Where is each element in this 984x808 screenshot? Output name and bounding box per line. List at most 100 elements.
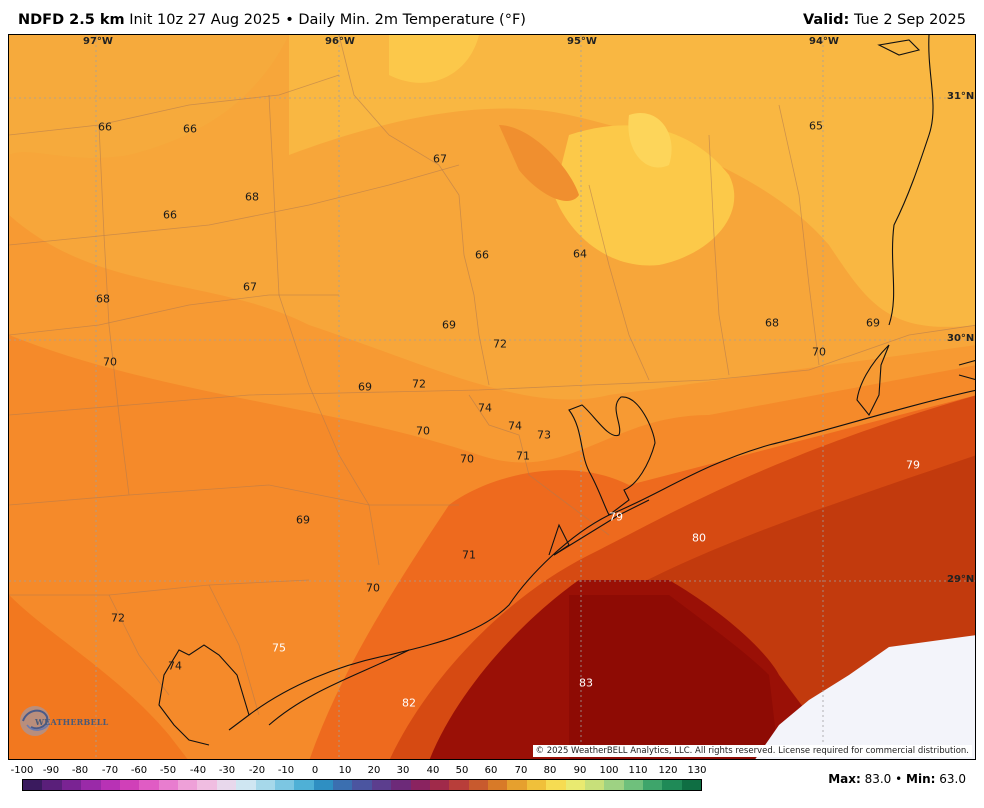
colorbar-swatch (42, 780, 62, 790)
colorbar-tick: -20 (248, 765, 266, 776)
field-name: Daily Min. 2m Temperature (°F) (298, 12, 526, 28)
map-title: NDFD 2.5 km Init 10z 27 Aug 2025 • Daily… (18, 12, 526, 28)
colorbar-swatch (255, 780, 275, 790)
colorbar-swatch (565, 780, 585, 790)
logo-swirl-icon (20, 706, 50, 736)
colorbar-swatch (61, 780, 82, 790)
station-value: 65 (809, 119, 823, 133)
station-value: 67 (433, 152, 447, 166)
colorbar-tick: -30 (218, 765, 236, 776)
colorbar-swatch (681, 780, 702, 790)
colorbar-swatch (468, 780, 488, 790)
station-value: 70 (812, 345, 826, 359)
colorbar-swatch (643, 780, 663, 790)
station-value: 68 (765, 316, 779, 330)
min-value: 63.0 (939, 772, 966, 786)
station-value: 69 (296, 513, 310, 527)
map-canvas (9, 35, 975, 759)
station-value: 75 (272, 641, 286, 655)
logo-text: WEATHERBELL (35, 717, 109, 727)
colorbar-swatch (100, 780, 120, 790)
colorbar-ticks: -100 -90 -80 -70 -60 -50 -40 -30 -20 -10… (0, 765, 984, 779)
station-value: 67 (243, 280, 257, 294)
station-value: 71 (462, 548, 476, 562)
colorbar-tick: -10 (277, 765, 295, 776)
colorbar-tick: 130 (687, 765, 707, 776)
max-min-summary: Max: 83.0 • Min: 63.0 (828, 772, 966, 786)
colorbar-tick: 100 (599, 765, 619, 776)
colorbar-swatch (526, 780, 547, 790)
colorbar-tick: 40 (426, 765, 440, 776)
colorbar-swatch (178, 780, 198, 790)
lat-label-31n: 31°N (947, 91, 975, 102)
temperature-map[interactable]: 97°W 96°W 95°W 94°W 31°N 30°N 29°N 66 66… (8, 34, 976, 760)
colorbar-swatch (429, 780, 450, 790)
colorbar-tick: -80 (71, 765, 89, 776)
station-value: 80 (692, 531, 706, 545)
station-value: 70 (416, 424, 430, 438)
colorbar-swatch (604, 780, 624, 790)
station-value: 66 (98, 120, 112, 134)
title-bullet: • (285, 12, 294, 28)
init-time: Init 10z 27 Aug 2025 (129, 12, 281, 28)
colorbar-tick: 50 (455, 765, 469, 776)
colorbar-swatch (584, 780, 605, 790)
colorbar-swatch (23, 780, 43, 790)
colorbar-tick: 70 (514, 765, 528, 776)
station-value: 74 (508, 419, 522, 433)
colorbar-swatch (391, 780, 411, 790)
station-value: 66 (163, 208, 177, 222)
lon-label-96w: 96°W (325, 36, 355, 47)
station-value: 79 (906, 458, 920, 472)
station-value: 72 (493, 337, 507, 351)
colorbar-swatch (139, 780, 159, 790)
station-value: 66 (475, 248, 489, 262)
station-value: 68 (245, 190, 259, 204)
colorbar-tick: -40 (189, 765, 207, 776)
colorbar-swatch (81, 780, 101, 790)
lon-label-94w: 94°W (809, 36, 839, 47)
station-value: 79 (609, 510, 623, 524)
station-value: 68 (96, 292, 110, 306)
station-value: 69 (866, 316, 880, 330)
colorbar-swatch (236, 780, 256, 790)
colorbar-swatch (294, 780, 314, 790)
colorbar-tick: 30 (396, 765, 410, 776)
lat-label-29n: 29°N (947, 574, 975, 585)
station-value: 70 (103, 355, 117, 369)
colorbar-tick: 120 (658, 765, 678, 776)
station-value: 73 (537, 428, 551, 442)
colorbar-tick: -60 (130, 765, 148, 776)
colorbar-swatch (197, 780, 217, 790)
station-value: 74 (168, 659, 182, 673)
colorbar-swatch (119, 780, 140, 790)
colorbar-strip (22, 779, 702, 791)
station-value: 66 (183, 122, 197, 136)
colorbar-tick: 20 (367, 765, 381, 776)
colorbar-swatch (488, 780, 508, 790)
station-value: 64 (573, 247, 587, 261)
colorbar-tick: -90 (42, 765, 60, 776)
station-value: 70 (460, 452, 474, 466)
colorbar-legend: -100 -90 -80 -70 -60 -50 -40 -30 -20 -10… (0, 760, 984, 808)
valid-label: Valid: (802, 12, 850, 28)
weatherbell-logo: WEATHERBELL (15, 699, 108, 743)
colorbar-swatch (274, 780, 295, 790)
colorbar-swatch (507, 780, 527, 790)
lon-label-97w: 97°W (83, 36, 113, 47)
colorbar-swatch (333, 780, 353, 790)
lat-label-30n: 30°N (947, 333, 975, 344)
colorbar-swatch (449, 780, 469, 790)
valid-time: Valid: Tue 2 Sep 2025 (803, 12, 966, 28)
product-name: NDFD 2.5 km (18, 12, 125, 28)
colorbar-tick: 0 (311, 765, 319, 776)
colorbar-tick: 90 (573, 765, 587, 776)
station-value: 69 (358, 380, 372, 394)
station-value: 74 (478, 401, 492, 415)
max-label: Max: (828, 772, 861, 786)
station-value: 72 (412, 377, 426, 391)
colorbar-tick: -50 (159, 765, 177, 776)
colorbar-tick: 110 (628, 765, 648, 776)
lon-label-95w: 95°W (567, 36, 597, 47)
colorbar-swatch (410, 780, 430, 790)
